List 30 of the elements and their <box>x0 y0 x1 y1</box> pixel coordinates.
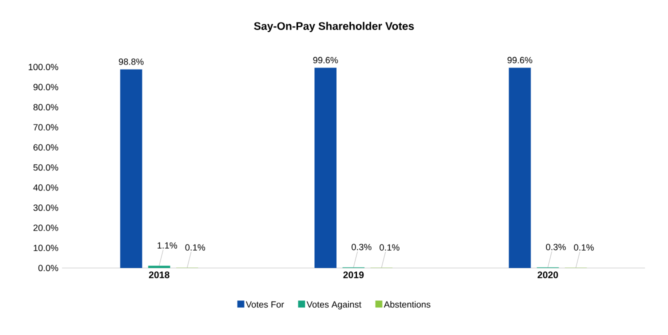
y-tick-label: 40.0% <box>33 184 58 191</box>
y-tick-label: 0.0% <box>38 264 58 272</box>
data-label: 0.1% <box>185 244 206 251</box>
data-label: 99.6% <box>313 56 338 64</box>
x-tick-label: 2019 <box>343 272 364 278</box>
x-tick-label: 2020 <box>538 272 558 278</box>
y-tick-label: 10.0% <box>34 244 58 252</box>
data-label: 0.3% <box>352 244 372 250</box>
x-tick-label: 2018 <box>148 272 170 278</box>
y-tick-label: 30.0% <box>33 204 58 211</box>
legend-label: Abstentions <box>384 301 430 308</box>
y-tick-label: 90.0% <box>33 84 58 90</box>
data-label: 0.1% <box>574 244 594 251</box>
data-label: 1.1% <box>158 242 178 249</box>
y-tick-label: 70.0% <box>34 124 58 130</box>
bar <box>120 69 142 268</box>
data-label: 98.8% <box>118 58 144 65</box>
legend-label: Votes For <box>246 301 284 308</box>
chart-title: Say-On-Pay Shareholder Votes <box>254 22 414 32</box>
y-tick-label: 80.0% <box>33 104 58 110</box>
y-tick-label: 100.0% <box>28 64 58 70</box>
data-label: 0.1% <box>380 244 400 251</box>
y-tick-label: 20.0% <box>34 224 58 231</box>
y-tick-label: 60.0% <box>34 144 58 151</box>
bar <box>508 68 531 268</box>
bar <box>314 68 337 268</box>
y-tick-label: 50.0% <box>33 164 58 171</box>
data-label: 0.3% <box>546 244 566 250</box>
legend-label: Votes Against <box>306 301 362 310</box>
data-label: 99.6% <box>508 56 532 64</box>
